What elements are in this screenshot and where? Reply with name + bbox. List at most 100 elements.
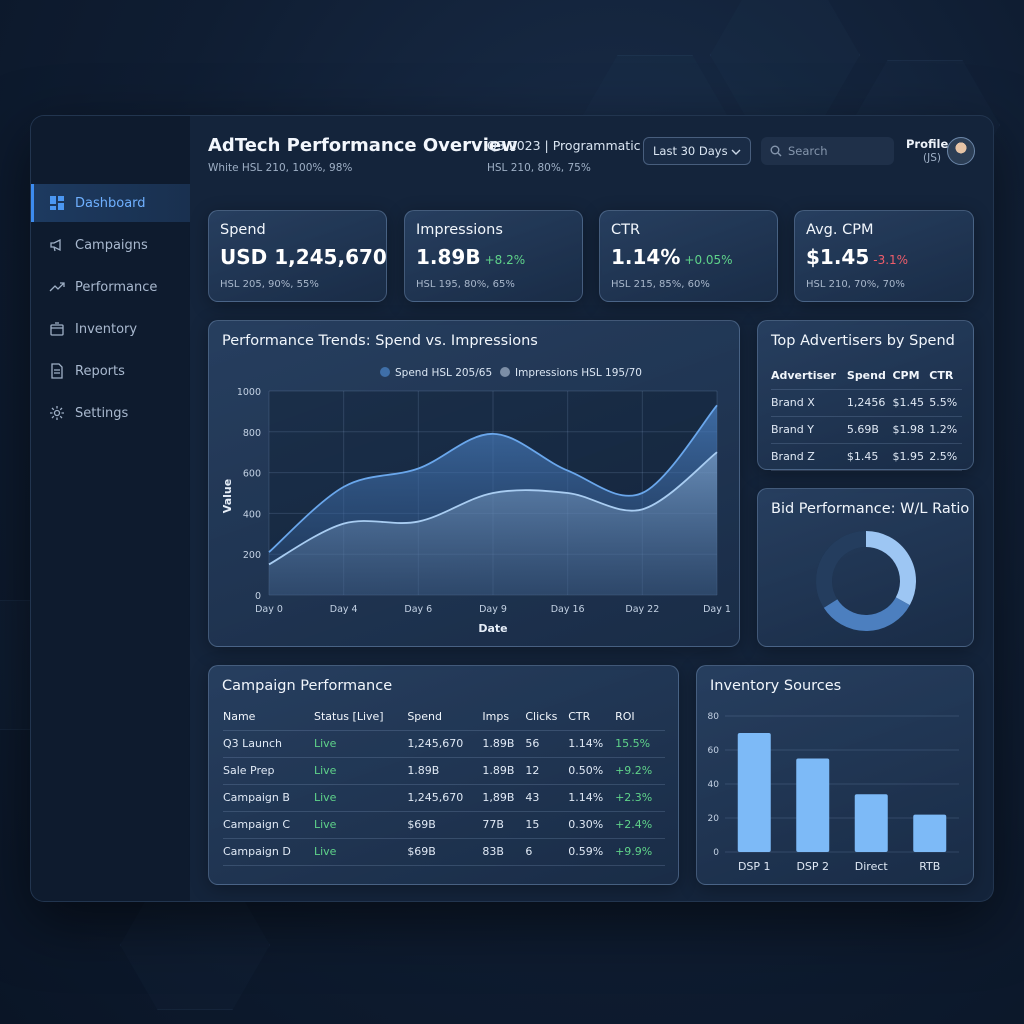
x-tick-label: DSP 2 bbox=[796, 860, 829, 873]
table-cell: 1.2% bbox=[929, 416, 962, 444]
table-cell: 1.89B bbox=[407, 757, 483, 785]
profile-initials: (JS) bbox=[923, 152, 941, 164]
status-badge: Live bbox=[313, 757, 408, 785]
period-note: HSL 210, 80%, 75% bbox=[487, 162, 591, 174]
performance-trends-card: Performance Trends: Spend vs. Impression… bbox=[208, 320, 740, 647]
document-icon bbox=[48, 362, 66, 380]
sidebar-item-inventory[interactable]: Inventory bbox=[31, 310, 190, 348]
date-range-value: Last 30 Days bbox=[653, 144, 728, 158]
sidebar-item-performance[interactable]: Performance bbox=[31, 268, 190, 306]
sidebar-item-reports[interactable]: Reports bbox=[31, 352, 190, 390]
table-cell: $1.45 bbox=[892, 389, 930, 417]
table-cell: 0.30% bbox=[568, 811, 616, 839]
x-tick-label: RTB bbox=[919, 860, 940, 873]
status-badge: Live bbox=[313, 784, 408, 812]
kpi-card-impressions: Impressions 1.89B +8.2% HSL 195, 80%, 65% bbox=[404, 210, 583, 302]
bar bbox=[854, 794, 888, 852]
series-impressions-line bbox=[268, 451, 718, 566]
x-axis-label: Date bbox=[478, 622, 507, 635]
table-header-row: Name Status [Live] Spend Imps Clicks CTR… bbox=[223, 703, 665, 731]
column-header: CTR bbox=[929, 362, 962, 390]
donut-slice bbox=[816, 531, 867, 608]
card-title: Bid Performance: W/L Ratio bbox=[771, 501, 970, 517]
avatar[interactable] bbox=[947, 137, 975, 165]
x-tick-label: Day 16 bbox=[551, 604, 585, 615]
table-cell: 5.69B bbox=[846, 416, 893, 444]
search-box[interactable] bbox=[761, 137, 894, 165]
kpi-card-spend: Spend USD 1,245,670 HSL 205, 90%, 55% bbox=[208, 210, 387, 302]
top-advertisers-card: Top Advertisers by Spend Advertiser Spen… bbox=[757, 320, 974, 471]
table-cell: 1.89B bbox=[482, 757, 526, 785]
inventory-bar-chart: 0 20 40 60 80 DSP 1 DSP 2 Direct RTB bbox=[708, 712, 959, 873]
table-row[interactable]: Q3 Launch Live 1,245,670 1.89B 56 1.14% … bbox=[223, 730, 665, 758]
kpi-label: Spend bbox=[220, 222, 266, 238]
kpi-value-text: 1.14% bbox=[611, 245, 681, 269]
kpi-value-text: 1.89B bbox=[416, 245, 481, 269]
sidebar-item-label: Reports bbox=[75, 363, 125, 379]
table-cell: Campaign C bbox=[223, 811, 314, 839]
y-tick-label: 0 bbox=[713, 848, 719, 858]
bar bbox=[737, 733, 771, 852]
table-cell: 1,2456 bbox=[846, 389, 893, 417]
table-cell: 15 bbox=[525, 811, 569, 839]
card-title: Campaign Performance bbox=[222, 678, 393, 694]
legend-label-spend: Spend HSL 205/65 bbox=[395, 367, 492, 379]
status-badge: Live bbox=[313, 811, 408, 839]
donut-chart bbox=[816, 531, 916, 631]
chart-title: Performance Trends: Spend vs. Impression… bbox=[222, 333, 538, 349]
table-cell: 1,245,670 bbox=[407, 730, 483, 758]
y-tick-label: 0 bbox=[255, 591, 261, 602]
status-badge: Live bbox=[313, 730, 408, 758]
table-row[interactable]: Brand X 1,2456 $1.45 5.5% bbox=[771, 389, 962, 417]
table-cell: 1.89B bbox=[482, 730, 526, 758]
table-cell: +2.4% bbox=[615, 811, 665, 839]
legend-swatch-impressions bbox=[500, 367, 510, 377]
kpi-card-avg-cpm: Avg. CPM $1.45 -3.1% HSL 210, 70%, 70% bbox=[794, 210, 974, 302]
table-row[interactable]: Sale Prep Live 1.89B 1.89B 12 0.50% +9.2… bbox=[223, 757, 665, 785]
sidebar-item-campaigns[interactable]: Campaigns bbox=[31, 226, 190, 264]
table-row[interactable]: Campaign D Live $69B 83B 6 0.59% +9.9% bbox=[223, 838, 665, 866]
legend-swatch-spend bbox=[380, 367, 390, 377]
table-cell: Brand Y bbox=[771, 416, 847, 444]
bid-performance-card: Bid Performance: W/L Ratio bbox=[757, 488, 974, 647]
column-header: Imps bbox=[482, 703, 526, 731]
x-tick-label: DSP 1 bbox=[738, 860, 771, 873]
table-cell: $1.45 bbox=[846, 443, 893, 471]
table-cell: 15.5% bbox=[615, 730, 665, 758]
table-row[interactable]: Campaign B Live 1,245,670 1,89B 43 1.14%… bbox=[223, 784, 665, 812]
table-cell: 1,89B bbox=[482, 784, 526, 812]
table-row[interactable]: Brand Z $1.45 $1.95 2.5% bbox=[771, 443, 962, 471]
table-cell: Brand Z bbox=[771, 443, 847, 471]
sidebar-item-dashboard[interactable]: Dashboard bbox=[31, 184, 190, 222]
column-header: Spend bbox=[846, 362, 893, 390]
bar bbox=[913, 814, 947, 852]
y-tick-label: 200 bbox=[243, 550, 261, 561]
kpi-card-ctr: CTR 1.14% +0.05% HSL 215, 85%, 60% bbox=[599, 210, 778, 302]
campaign-table: Name Status [Live] Spend Imps Clicks CTR… bbox=[223, 703, 665, 866]
table-cell: 43 bbox=[525, 784, 569, 812]
y-axis-label: Value bbox=[221, 479, 234, 513]
table-cell: +2.3% bbox=[615, 784, 665, 812]
grid-icon bbox=[48, 194, 66, 212]
column-header: Status [Live] bbox=[313, 703, 408, 731]
y-tick-label: 60 bbox=[708, 746, 720, 756]
trend-icon bbox=[48, 278, 66, 296]
kpi-label: CTR bbox=[611, 222, 641, 238]
x-tick-label: Direct bbox=[855, 860, 889, 873]
sidebar-item-settings[interactable]: Settings bbox=[31, 394, 190, 432]
table-cell: 6 bbox=[525, 838, 569, 866]
y-tick-label: 40 bbox=[708, 780, 720, 790]
kpi-value-text: $1.45 bbox=[806, 245, 870, 269]
search-input[interactable] bbox=[788, 144, 883, 158]
table-cell: 5.5% bbox=[929, 389, 962, 417]
table-row[interactable]: Campaign C Live $69B 77B 15 0.30% +2.4% bbox=[223, 811, 665, 839]
kpi-note: HSL 195, 80%, 65% bbox=[416, 279, 515, 290]
column-header: ROI bbox=[615, 703, 665, 731]
table-cell: $1.95 bbox=[892, 443, 930, 471]
profile-label[interactable]: Profile bbox=[906, 137, 949, 151]
date-range-select[interactable]: Last 30 Days bbox=[643, 137, 751, 165]
table-cell: 1.14% bbox=[568, 730, 616, 758]
column-header: Clicks bbox=[525, 703, 569, 731]
table-cell: Campaign D bbox=[223, 838, 314, 866]
table-row[interactable]: Brand Y 5.69B $1.98 1.2% bbox=[771, 416, 962, 444]
